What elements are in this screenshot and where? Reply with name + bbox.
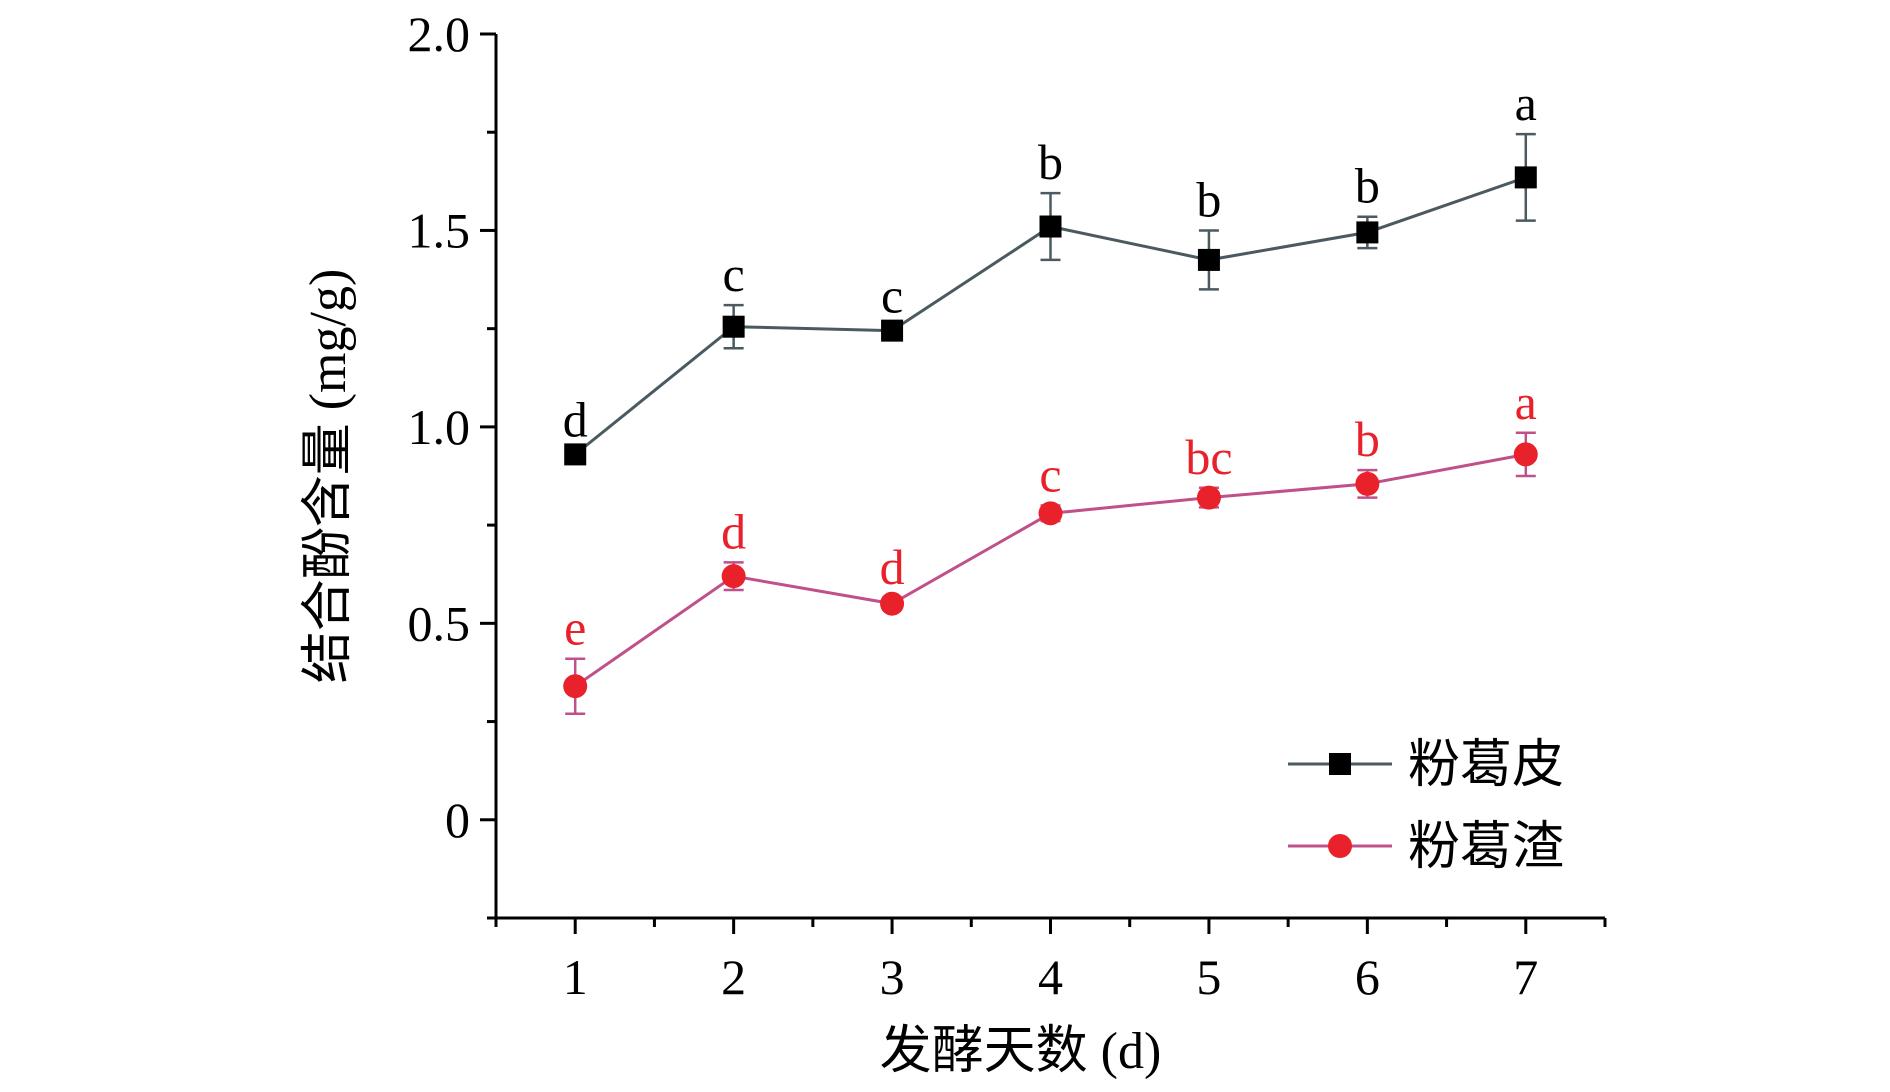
data-point-circle	[880, 591, 905, 616]
plot-area: d c c b b b a e d d c bc b a	[563, 75, 1538, 715]
significance-label: b	[1355, 411, 1380, 467]
x-tick-label: 2	[721, 949, 746, 1005]
data-point-circle	[563, 674, 588, 699]
significance-label: d	[721, 503, 746, 559]
legend-label: 粉葛皮	[1408, 737, 1564, 794]
significance-label: b	[1196, 171, 1221, 227]
data-point-circle	[721, 564, 746, 589]
significance-label: a	[1515, 374, 1537, 430]
significance-label: d	[563, 391, 588, 447]
y-tick-label: 0	[445, 792, 470, 848]
legend-marker-circle	[1328, 834, 1352, 858]
data-point-square	[564, 443, 587, 466]
significance-label: b	[1355, 158, 1380, 214]
x-axis-title: 发酵天数 (d)	[880, 1023, 1162, 1080]
y-tick-label: 0.5	[408, 595, 471, 651]
legend-item-1: 粉葛皮	[1288, 737, 1564, 794]
data-point-square	[722, 315, 745, 338]
data-point-square	[1039, 215, 1062, 238]
y-tick-label: 1.5	[408, 202, 471, 258]
x-ticks: 1 2 3 4 5 6 7	[494, 918, 1607, 1005]
data-point-circle	[1355, 471, 1380, 496]
significance-label: d	[880, 539, 905, 595]
series-1: d c c b b b a	[563, 75, 1537, 466]
series-2: e d d c bc b a	[563, 374, 1538, 715]
data-point-circle	[1038, 501, 1063, 526]
x-tick-label: 7	[1513, 949, 1538, 1005]
x-tick-label: 6	[1355, 949, 1380, 1005]
x-tick-label: 1	[563, 949, 588, 1005]
y-tick-label: 1.0	[408, 399, 471, 455]
data-point-square	[1197, 248, 1220, 271]
data-point-square	[1514, 166, 1537, 189]
significance-label: c	[881, 268, 903, 324]
y-ticks: 0 0.5 1.0 1.5 2.0	[408, 6, 496, 920]
x-tick-label: 3	[880, 949, 905, 1005]
legend-item-2: 粉葛渣	[1288, 819, 1564, 876]
legend-marker-square	[1329, 753, 1351, 775]
significance-label: a	[1515, 75, 1537, 131]
significance-label: bc	[1185, 429, 1232, 485]
data-point-circle	[1513, 442, 1538, 467]
significance-label: c	[723, 246, 745, 302]
legend-label: 粉葛渣	[1408, 819, 1564, 876]
y-tick-label: 2.0	[408, 6, 471, 62]
x-tick-label: 4	[1038, 949, 1063, 1005]
significance-label: c	[1039, 446, 1061, 502]
data-point-square	[1356, 221, 1379, 244]
x-tick-label: 5	[1196, 949, 1221, 1005]
significance-label: b	[1038, 134, 1063, 190]
y-axis-title: 结合酚含量 (mg/g)	[300, 269, 357, 684]
data-point-circle	[1196, 485, 1221, 510]
data-point-square	[881, 319, 904, 342]
significance-label: e	[564, 600, 586, 656]
